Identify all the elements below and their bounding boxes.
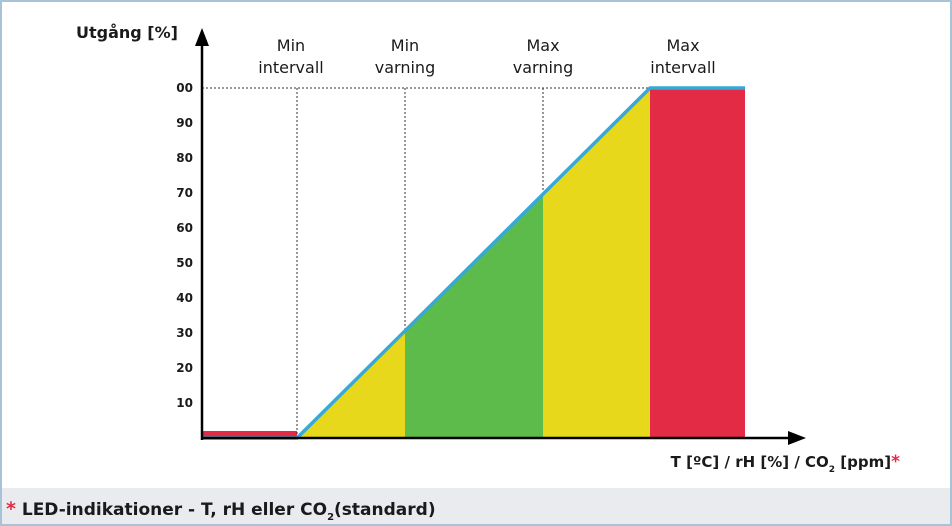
y-tick-label: 50 <box>176 256 193 270</box>
red-high <box>650 88 745 438</box>
zone-label: varning <box>513 58 573 77</box>
footnote-tail: (standard) <box>334 500 436 520</box>
y-tick-label: 90 <box>176 116 193 130</box>
zone-label: varning <box>375 58 435 77</box>
footnote-bar <box>2 488 950 524</box>
x-label-part: T [ºC] / rH [%] / CO <box>671 453 829 471</box>
footnote-sub: 2 <box>327 512 334 523</box>
y-tick-label: 30 <box>176 326 193 340</box>
y-tick-label: 60 <box>176 221 193 235</box>
yellow-high <box>543 88 650 438</box>
zone-labels: Min intervall Min varning Max varning Max inter… <box>258 36 715 77</box>
green <box>405 194 543 438</box>
y-ticks: 00 90 80 70 60 50 40 30 20 10 <box>176 81 193 410</box>
y-tick-label: 40 <box>176 291 193 305</box>
x-label-sub: 2 <box>829 465 835 475</box>
zone-label: Max <box>526 36 559 55</box>
zone-label: Max <box>666 36 699 55</box>
zone-label: Min <box>277 36 305 55</box>
red-low <box>202 431 297 438</box>
y-axis-label: Utgång [%] <box>76 23 178 42</box>
footnote-asterisk: * <box>6 498 16 520</box>
footnote: * LED-indikationer - T, rH eller CO2(sta… <box>6 498 436 523</box>
zone-label: intervall <box>258 58 323 77</box>
x-label-asterisk: * <box>891 452 900 472</box>
y-arrow <box>195 28 209 46</box>
zone-label: Min <box>391 36 419 55</box>
y-tick-label: 80 <box>176 151 193 165</box>
y-tick-label: 70 <box>176 186 193 200</box>
y-tick-label: 00 <box>176 81 193 95</box>
zone-label: intervall <box>650 58 715 77</box>
guides <box>202 87 650 438</box>
x-label-part: [ppm] <box>835 453 891 471</box>
footnote-text: LED-indikationer - T, rH eller CO <box>16 500 327 520</box>
x-axis-label: T [ºC] / rH [%] / CO2 [ppm]* <box>671 452 900 475</box>
y-tick-label: 20 <box>176 361 193 375</box>
y-tick-label: 10 <box>176 396 193 410</box>
x-arrow <box>788 431 806 445</box>
